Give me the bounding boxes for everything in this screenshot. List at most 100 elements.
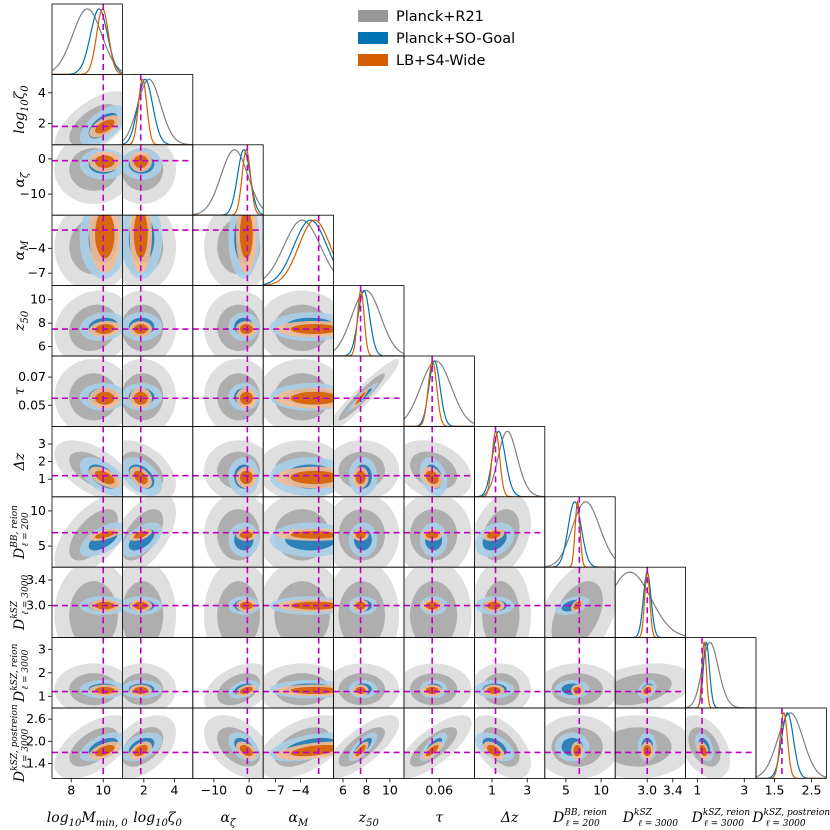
marginal-alphaM-2	[263, 219, 334, 286]
marginal-z50-1	[333, 289, 404, 357]
panel-frame	[685, 637, 757, 709]
x-tick-label: 2.5	[802, 782, 822, 797]
panel-Dkszpost-Dbb	[544, 707, 616, 783]
contour-Dkszpost-logM-2-1	[95, 744, 115, 757]
panel-Dksz-alphazeta	[192, 566, 264, 639]
marginal-dz-2	[474, 430, 545, 497]
panel-Dbb-z50	[333, 496, 405, 568]
x-tick-label: 1.5	[765, 782, 785, 797]
marginal-Dkszreion-1	[685, 641, 756, 708]
panel-dz-alphazeta	[192, 425, 264, 498]
contour-Dkszreion-alphaM-2-1	[290, 686, 334, 694]
panel-dz-logzeta	[122, 425, 194, 498]
marginal-Dkszpost-0	[756, 712, 827, 778]
contour-Dksz-z50-0-1	[338, 581, 385, 638]
contour-Dksz-logM-0-1	[69, 581, 118, 638]
contour-dz-alphaM-2-1	[290, 470, 334, 485]
contour-dz-logM-2-1	[95, 470, 115, 485]
marginal-logM-1	[52, 8, 123, 75]
marginal-logzeta-2	[122, 78, 193, 145]
panel-Dkszpost-logM	[48, 707, 123, 783]
contour-dz-alphazeta-2-1	[239, 470, 253, 485]
panel-Dkszpost-tau	[403, 707, 475, 783]
panel-dz-tau	[403, 425, 475, 498]
panel-Dkszreion-z50	[333, 637, 405, 709]
panels	[48, 3, 827, 783]
marginal-logzeta-0	[122, 78, 193, 145]
contour-Dksz-alphaM-0-1	[274, 581, 330, 638]
contour-Dksz-dz-2-1	[487, 601, 501, 610]
panel-tau-tau	[403, 355, 475, 427]
y-tick-label: 10	[30, 503, 46, 518]
marginal-tau-0	[404, 360, 475, 425]
y-tick-label: 4	[38, 85, 46, 100]
panel-Dksz-Dbb	[544, 566, 616, 639]
y-tick-label: 2.6	[26, 711, 46, 726]
marginal-z50-2	[333, 289, 404, 357]
panel-Dkszpost-Dksz	[614, 707, 687, 783]
y-tick-label: 6	[38, 339, 46, 354]
axis-label-dz: Δz	[12, 452, 28, 471]
marginal-dz-0	[474, 430, 545, 497]
contour-alphazeta-logM-2-1	[95, 155, 115, 169]
panel-tau-logzeta	[122, 355, 194, 427]
contour-Dksz-z50-2-1	[355, 601, 366, 610]
contour-Dksz-logzeta-0-1	[122, 581, 164, 638]
legend-label-2: LB+S4-Wide	[396, 53, 486, 69]
panel-dz-z50	[333, 425, 405, 498]
panel-frame	[192, 144, 264, 216]
contour-Dkszpost-alphazeta-2-1	[239, 744, 253, 757]
x-tick-label: 8	[67, 782, 75, 797]
contour-Dksz-dz-0-1	[482, 581, 520, 638]
panel-frame	[755, 707, 827, 779]
axis-label-Dkszpost: DkSZ, postreionℓ = 3000	[10, 704, 31, 783]
marginal-alphazeta-0	[192, 149, 264, 216]
x-tick-label: 1	[693, 782, 701, 797]
panel-frame	[51, 3, 123, 75]
x-tick-label: 3.0	[637, 782, 657, 797]
marginal-alphazeta-2	[192, 148, 264, 216]
contour-Dbb-alphaM-2-1	[290, 531, 334, 539]
y-tick-label: −7	[28, 265, 46, 280]
contour-alphazeta-logzeta-2-1	[133, 155, 148, 169]
panel-Dksz-dz	[473, 566, 546, 639]
x-tick-label: 10	[593, 782, 609, 797]
axis-label-alphaM: αM	[289, 810, 309, 829]
axis-label-Dbb: DBB, reionℓ = 200	[10, 505, 31, 560]
legend-swatch-0	[358, 10, 388, 22]
marginal-tau-1	[404, 360, 475, 427]
panel-Dksz-logM	[48, 566, 123, 639]
y-tick-label: 2	[38, 665, 46, 680]
panel-alphaM-alphaM	[262, 214, 335, 286]
panel-dz-logM	[48, 425, 123, 498]
panel-z50-alphaM	[262, 285, 335, 357]
contour-alphaM-alphazeta-2-1	[239, 215, 253, 259]
contour-tau-alphaM-2-1	[290, 391, 334, 405]
y-tick-label: 5	[38, 538, 46, 553]
axis-label-tau: τ	[12, 387, 28, 395]
panel-tau-alphaM	[262, 355, 335, 427]
marginal-logM-2	[52, 8, 123, 75]
panel-alphazeta-logzeta	[122, 144, 194, 216]
panel-Dbb-dz	[473, 496, 546, 568]
marginal-Dkszreion-0	[685, 641, 756, 708]
x-tick-label: −10	[201, 782, 227, 797]
panel-Dkszreion-alphaM	[262, 637, 335, 709]
contour-Dksz-Dbb-0-1	[551, 581, 603, 638]
marginal-Dksz-2	[615, 571, 686, 638]
panel-Dkszpost-dz	[473, 707, 546, 783]
marginal-Dkszreion-2	[685, 641, 756, 708]
panel-Dkszpost-Dkszpost	[755, 707, 827, 783]
contour-Dkszpost-dz-2-1	[487, 744, 501, 757]
contour-alphaM-logM-2-1	[95, 215, 115, 259]
x-tick-label: 10	[95, 782, 111, 797]
axis-label-tau: τ	[435, 810, 443, 826]
legend-label-0: Planck+R21	[396, 9, 484, 25]
axis-label-logzeta: log10ζ0	[133, 810, 182, 829]
panel-Dkszreion-Dbb	[544, 637, 616, 709]
x-tick-label: 6	[339, 782, 347, 797]
y-tick-label: 8	[38, 315, 46, 330]
y-tick-label: 1	[38, 688, 46, 703]
contour-Dkszreion-logM-2-1	[95, 686, 115, 694]
